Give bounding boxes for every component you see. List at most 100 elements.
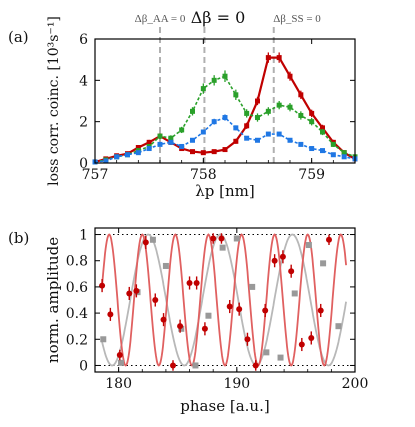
panel-b-ytick-label: 0.8 <box>66 254 88 270</box>
panel-a-data-point <box>298 141 304 147</box>
panel-a-ytick-label: 0 <box>79 156 88 172</box>
panel-a-series <box>92 52 358 165</box>
panel-b-red-point <box>288 268 295 275</box>
panel-a-data-point <box>287 137 293 143</box>
panel-b-red-point <box>177 323 184 330</box>
panel-b-red-point <box>152 297 159 303</box>
panel-a-ylabel: loss corr. coinc. [10³s⁻¹] <box>46 16 62 186</box>
panel-a-data-point <box>233 125 239 131</box>
panel-a-vline-label-ss: Δβ_SS = 0 <box>273 13 321 25</box>
panel-b-grey-point <box>233 235 240 242</box>
panel-b-red-point <box>271 257 278 264</box>
panel-b-grey-point <box>291 290 298 297</box>
panel-b-xtick-label: 180 <box>105 376 132 392</box>
panel-a-data-point <box>200 86 206 92</box>
panel-b-xtick-label: 200 <box>342 376 369 392</box>
panel-b-ytick-label: 0 <box>79 358 88 374</box>
panel-b-red-point <box>244 336 251 343</box>
panel-a-data-point <box>222 147 228 153</box>
panel-a-data-point <box>255 115 260 121</box>
panel-a-data-point <box>320 148 325 154</box>
panel-b-grey-point <box>205 312 212 319</box>
panel-b-grey-point <box>320 260 327 267</box>
panel-b-red-point <box>210 235 217 242</box>
panel-a-data-point <box>179 143 185 149</box>
panel-b-red-point <box>133 287 140 294</box>
panel-a-data-point <box>276 131 282 137</box>
panel-a-series-line <box>94 116 356 163</box>
panel-b-red-point <box>218 235 225 242</box>
panel-a-data-point <box>222 73 228 79</box>
panel-a-vline-label-aa: Δβ_AA = 0 <box>135 13 186 25</box>
panel-b-red-point <box>193 279 200 286</box>
panel-b-xlabel: phase [a.u.] <box>180 397 269 415</box>
panel-b-grey-point <box>149 236 156 243</box>
panel-a-data-point <box>211 149 217 155</box>
panel-a-xtick-label: 757 <box>82 167 109 183</box>
panel-b-red-point <box>226 303 233 310</box>
panel-b-red-point <box>326 236 332 243</box>
panel-a-vline-label-main: Δβ = 0 <box>191 8 246 27</box>
panel-b-ytick-label: 0.2 <box>66 332 88 348</box>
panel-b-grey-point <box>305 242 312 249</box>
panel-a-data-point <box>200 150 206 156</box>
panel-a-data-point <box>211 77 217 83</box>
panel-b-ytick-label: 1 <box>79 228 88 244</box>
panel-a-data-point <box>309 119 315 125</box>
panel-a-data-point <box>200 129 206 135</box>
panel-a-axes-frame <box>94 38 356 164</box>
panel-a-data-point <box>244 110 250 116</box>
panel-a-data-point <box>146 146 152 152</box>
panel-b-axes-frame <box>94 227 356 373</box>
panel-a-data-point <box>135 145 141 150</box>
panel-b-label: (b) <box>8 229 29 247</box>
panel-a-data-point <box>320 129 325 135</box>
panel-a-label: (a) <box>8 28 29 46</box>
panel-a-data-point <box>265 108 271 114</box>
panel-b-grey-point <box>219 244 226 251</box>
panel-a-data-point <box>309 146 315 152</box>
panel-b-ytick-label: 0.6 <box>66 280 88 296</box>
panel-a-data-point <box>244 123 250 129</box>
panel-a-data-point <box>135 150 141 156</box>
panel-b-series <box>99 233 342 371</box>
panel-b-red-point <box>170 362 176 369</box>
panel-a-data-point <box>190 149 195 155</box>
panel-a-data-point <box>298 112 304 118</box>
panel-b-ytick-label: 0.4 <box>66 306 88 322</box>
panel-a-data-point <box>190 137 195 143</box>
panel-a-data-point <box>125 152 130 158</box>
panel-a-data-point <box>157 133 163 139</box>
panel-a-data-point <box>330 141 336 147</box>
panel-a-data-point <box>190 108 195 114</box>
panel-b-fit-curves <box>101 233 347 367</box>
panel-a-data-point <box>255 137 260 143</box>
panel-a-data-point <box>211 119 217 125</box>
panel-a-data-point <box>287 73 293 79</box>
panel-b-red-point <box>99 282 106 289</box>
panel-a-data-point <box>265 55 271 61</box>
panel-b-red-point <box>107 311 114 318</box>
panel-a-data-point <box>233 138 239 144</box>
panel-a-data-point <box>298 92 304 98</box>
panel-a-data-point <box>276 55 282 61</box>
panel-b-red-point <box>317 307 324 314</box>
panel-a-data-point <box>168 135 174 141</box>
panel-a-reference-lines <box>159 27 275 163</box>
panel-a-data-point <box>103 158 109 164</box>
panel-b-red-point <box>160 316 167 323</box>
panel-b-grey-point <box>192 362 199 369</box>
panel-a-ytick-label: 2 <box>79 115 88 131</box>
panel-b-ticks: 0 0.2 0.4 0.6 0.8 1 180 190 200 <box>66 228 369 392</box>
panel-b-red-point <box>279 253 286 260</box>
panel-b-red-point <box>142 239 149 246</box>
panel-a-data-point <box>157 141 163 147</box>
panel-b-ylabel: norm. amplitude <box>44 237 62 363</box>
panel-b-fit-curve <box>101 233 347 367</box>
panel-a-data-point <box>265 131 271 137</box>
panel-a-data-point <box>114 154 120 160</box>
panel-a-data-point <box>276 102 282 108</box>
panel-b-red-point <box>116 351 123 358</box>
panel-b-grey-point <box>263 349 270 356</box>
